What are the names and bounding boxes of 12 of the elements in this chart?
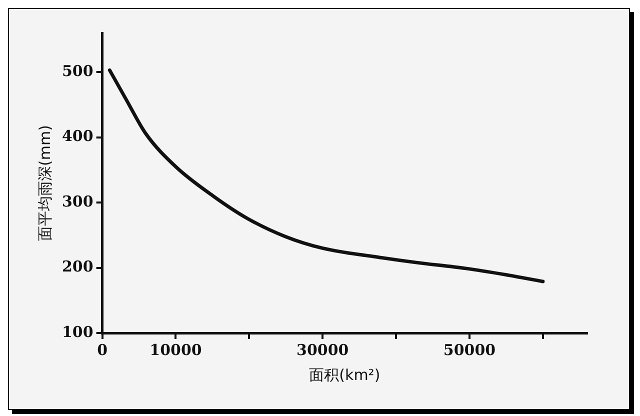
line-series [108, 68, 545, 284]
x-tick-label: 0 [97, 340, 108, 359]
y-tick-label: 400 [62, 127, 94, 146]
y-tick-label: 300 [62, 192, 94, 210]
x-tick-label: 30000 [296, 340, 349, 359]
y-tick-label: 100 [62, 322, 94, 341]
x-tick-label: 50000 [443, 340, 496, 359]
y-tick-label: 200 [62, 258, 94, 276]
x-axis-title: 面积(km²) [309, 366, 380, 384]
x-tick-label: 10000 [150, 340, 202, 359]
y-axis-title: 面平均雨深(mm) [36, 125, 54, 241]
y-tick-label: 500 [62, 62, 94, 80]
